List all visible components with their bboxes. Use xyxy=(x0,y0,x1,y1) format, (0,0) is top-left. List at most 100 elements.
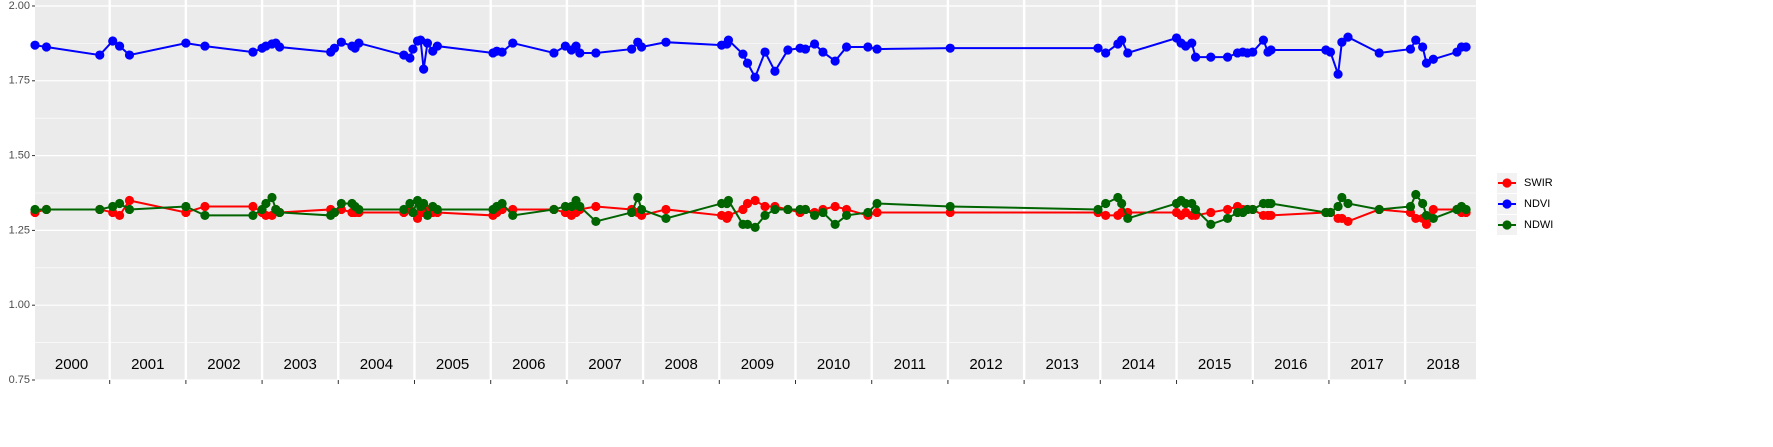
legend-point xyxy=(1502,178,1512,188)
data-point xyxy=(1190,52,1201,62)
data-point xyxy=(872,198,882,209)
data-point xyxy=(549,204,559,215)
data-point xyxy=(508,210,518,221)
data-point xyxy=(1428,204,1438,215)
data-point xyxy=(108,201,118,212)
data-point xyxy=(41,42,52,52)
data-point xyxy=(248,47,258,57)
legend-label: SWIR xyxy=(1524,177,1553,189)
legend-point xyxy=(1502,199,1512,209)
data-point xyxy=(1101,198,1111,209)
data-point xyxy=(124,204,135,215)
year-label: 2000 xyxy=(55,356,88,373)
data-point xyxy=(841,210,852,221)
data-point xyxy=(1428,54,1438,64)
data-point xyxy=(1266,45,1276,55)
data-point xyxy=(723,210,734,221)
data-point xyxy=(41,204,52,215)
data-point xyxy=(1333,69,1343,79)
data-point xyxy=(261,198,271,209)
data-point xyxy=(1266,210,1276,221)
data-point xyxy=(738,49,748,59)
data-point xyxy=(114,198,125,209)
data-point xyxy=(872,207,882,218)
data-point xyxy=(661,204,671,215)
data-point xyxy=(1093,204,1103,215)
data-point xyxy=(1101,48,1111,58)
data-point xyxy=(497,198,507,209)
data-point xyxy=(354,204,364,215)
data-point xyxy=(1248,47,1258,57)
data-point xyxy=(633,192,643,203)
data-point xyxy=(124,50,135,60)
year-label: 2012 xyxy=(969,356,1002,373)
data-point xyxy=(1337,37,1347,47)
data-point xyxy=(750,222,760,233)
data-point xyxy=(419,198,429,209)
data-point xyxy=(571,41,581,51)
data-point xyxy=(181,201,191,212)
data-point xyxy=(1206,52,1216,62)
data-point xyxy=(1258,35,1268,45)
data-point xyxy=(336,198,346,209)
data-point xyxy=(742,58,753,68)
data-point xyxy=(1405,44,1416,54)
data-point xyxy=(783,204,793,215)
data-point xyxy=(945,43,955,53)
data-point xyxy=(1325,207,1336,218)
data-point xyxy=(181,38,191,48)
data-point xyxy=(841,42,852,52)
data-point xyxy=(575,201,585,212)
data-point xyxy=(636,204,647,215)
data-point xyxy=(1461,42,1471,52)
data-point xyxy=(1411,35,1421,45)
data-point xyxy=(760,201,770,212)
data-point xyxy=(508,38,518,48)
data-point xyxy=(419,64,429,74)
data-point xyxy=(200,210,210,221)
data-point xyxy=(800,204,811,215)
data-point xyxy=(1405,201,1416,212)
legend-label: NDVI xyxy=(1524,198,1550,210)
data-point xyxy=(408,207,418,218)
data-point xyxy=(1123,213,1133,224)
data-point xyxy=(405,53,415,63)
data-point xyxy=(415,35,426,45)
data-point xyxy=(945,201,955,212)
data-point xyxy=(750,72,760,82)
data-point xyxy=(114,41,125,51)
data-point xyxy=(627,207,637,218)
data-point xyxy=(591,48,601,58)
y-tick-label: 0.75 xyxy=(9,374,30,386)
data-point xyxy=(124,195,135,206)
data-point xyxy=(591,201,601,212)
panel xyxy=(35,0,1476,380)
data-point xyxy=(1421,210,1432,221)
data-point xyxy=(1222,213,1233,224)
data-point xyxy=(329,207,340,218)
data-point xyxy=(30,204,40,215)
data-point xyxy=(1343,216,1353,227)
data-point xyxy=(200,41,210,51)
data-point xyxy=(1101,210,1111,221)
year-label: 2001 xyxy=(131,356,164,373)
data-point xyxy=(760,47,770,57)
data-point xyxy=(1266,198,1276,209)
y-tick-label: 1.25 xyxy=(9,224,30,236)
data-point xyxy=(818,207,828,218)
year-label: 2010 xyxy=(817,356,850,373)
y-tick-label: 1.75 xyxy=(9,75,30,87)
year-label: 2009 xyxy=(741,356,774,373)
data-point xyxy=(408,44,418,54)
data-point xyxy=(1461,204,1471,215)
data-point xyxy=(549,48,559,58)
data-point xyxy=(1117,35,1127,45)
data-point xyxy=(1421,219,1432,230)
data-point xyxy=(275,42,285,52)
data-point xyxy=(783,45,793,55)
data-point xyxy=(770,204,780,215)
data-point xyxy=(750,195,760,206)
data-point xyxy=(1248,204,1258,215)
